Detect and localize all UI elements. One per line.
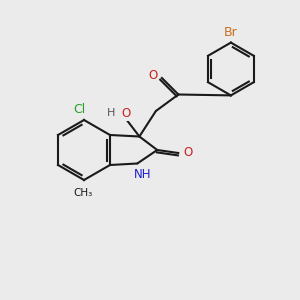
Text: NH: NH [134,168,152,182]
Text: O: O [122,107,131,120]
Text: Br: Br [224,26,238,40]
Text: CH₃: CH₃ [73,188,92,198]
Text: O: O [149,68,158,82]
Text: O: O [183,146,193,160]
Text: H: H [107,108,115,118]
Text: Cl: Cl [74,103,86,116]
